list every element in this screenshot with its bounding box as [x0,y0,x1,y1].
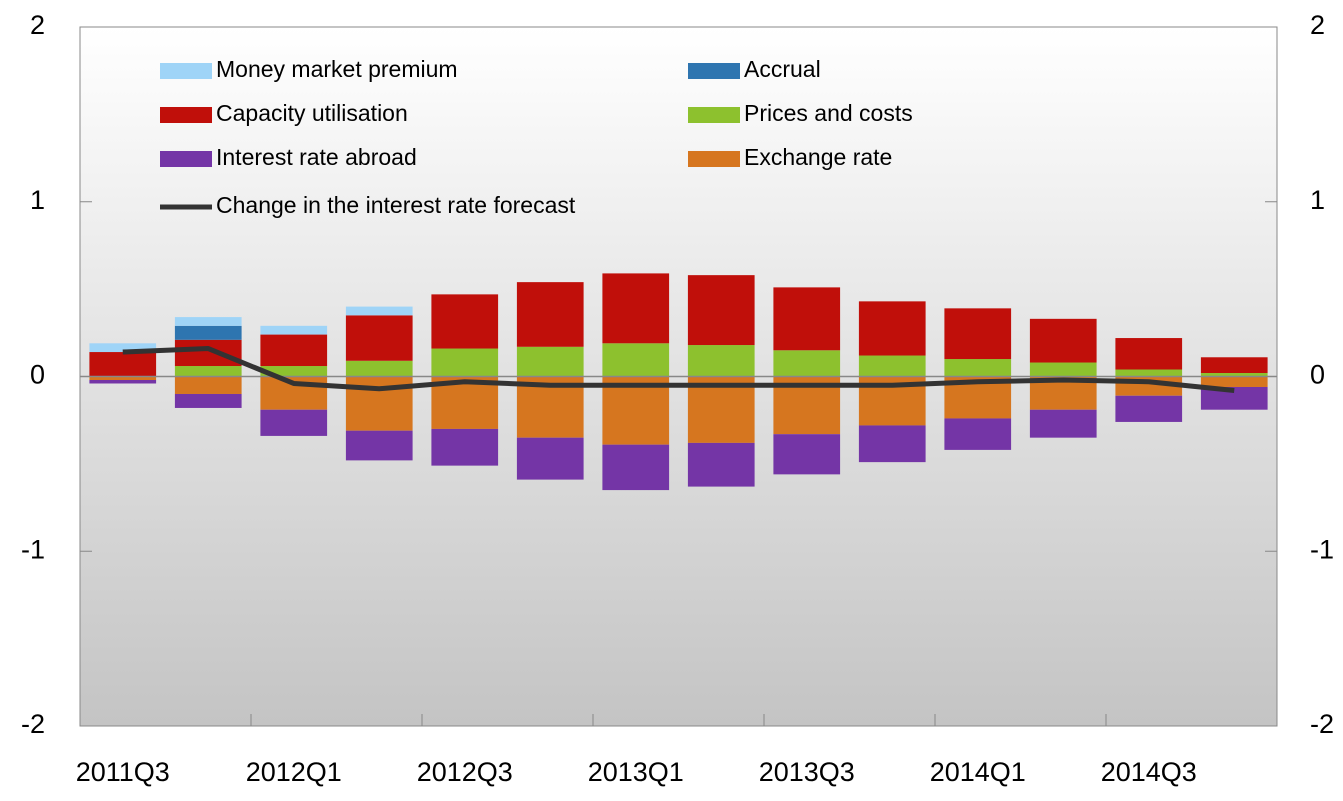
bar-segment [602,444,670,491]
bar-segment [431,428,499,466]
legend-swatch [688,151,740,167]
bar-segment [345,360,413,377]
legend-label: Interest rate abroad [216,144,417,170]
bar-segment [602,343,670,377]
bar-segment [260,325,328,335]
y2-tick-label: -1 [1310,534,1334,564]
bar-segment [1029,362,1097,377]
bar-segment [773,350,841,377]
bar-segment [174,325,242,340]
bar-segment [174,366,242,377]
x-tick-label: 2013Q1 [588,757,684,787]
bar-segment [1029,409,1097,438]
bar-segment [89,343,157,353]
y-tick-label: 2 [30,10,45,40]
bar-segment [687,275,755,346]
bar-segment [1115,395,1183,422]
bar-segment [602,273,670,344]
bar-segment [1200,373,1268,377]
bar-segment [431,294,499,349]
y2-tick-label: 1 [1310,185,1325,215]
legend-swatch [688,63,740,79]
x-tick-label: 2013Q3 [759,757,855,787]
legend-swatch [160,151,212,167]
bar-segment [1200,386,1268,410]
bar-segment [858,425,926,463]
x-tick-label: 2014Q3 [1101,757,1197,787]
bar-segment [602,376,670,445]
legend-swatch [688,107,740,123]
legend-label: Capacity utilisation [216,100,408,126]
legend-swatch [160,63,212,79]
bar-segment [260,366,328,377]
bar-segment [174,393,242,408]
bar-segment [516,437,584,480]
legend-label: Money market premium [216,56,458,82]
x-tick-label: 2011Q3 [76,757,170,787]
x-tick-label: 2012Q3 [417,757,513,787]
x-tick-label: 2014Q1 [930,757,1026,787]
bar-segment [858,355,926,377]
bar-segment [1115,338,1183,370]
y-tick-label: 0 [30,360,45,390]
bar-segment [345,315,413,361]
x-tick-label: 2012Q1 [246,757,342,787]
bar-segment [174,317,242,326]
bar-segment [858,301,926,356]
bar-segment [174,376,242,394]
y-tick-label: -1 [21,534,45,564]
bar-segment [345,430,413,461]
bar-segment [687,442,755,487]
bar-segment [1115,369,1183,377]
bar-segment [260,334,328,367]
legend-label: Exchange rate [744,144,892,170]
bar-segment [260,409,328,436]
bar-segment [773,287,841,351]
bar-segment [1200,376,1268,387]
y-tick-label: -2 [21,709,45,739]
y-tick-label: 1 [30,185,45,215]
bar-segment [773,434,841,475]
bar-segment [89,352,157,377]
bar-segment [944,308,1012,360]
bar-segment [431,348,499,377]
line [122,346,1235,393]
legend-label: Prices and costs [744,100,913,126]
bar-segment [174,339,242,367]
legend-label: Accrual [744,56,821,82]
bar-segment [516,346,584,377]
y2-tick-label: 2 [1310,10,1325,40]
bar-segment [944,359,1012,377]
legend-swatch [160,107,212,123]
legend-label: Change in the interest rate forecast [216,192,576,218]
bar-segment [516,282,584,347]
bar-segment [1029,318,1097,363]
y2-tick-label: 0 [1310,360,1325,390]
y2-tick-label: -2 [1310,709,1334,739]
bar-segment [89,379,157,384]
bar-segment [687,345,755,377]
bar-segment [1200,357,1268,374]
bar-segment [345,306,413,316]
bar-segment [944,418,1012,450]
bar-segment [89,376,157,380]
